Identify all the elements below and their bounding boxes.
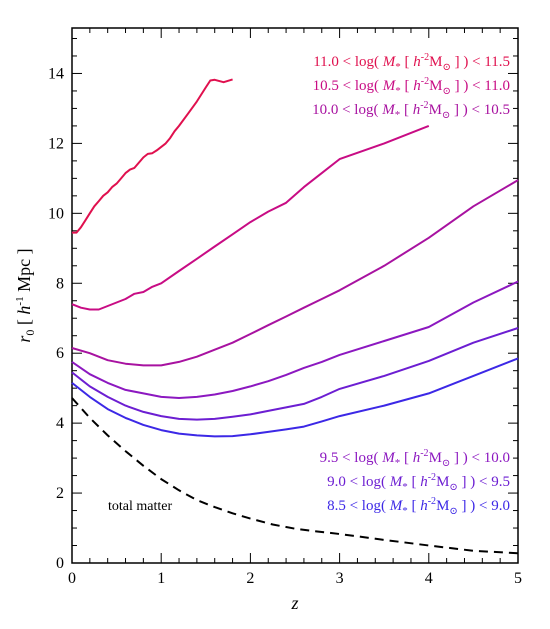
legend-upper-entry: 11.0 < log( M* [ h-2M⊙ ] ) < 11.5 — [313, 52, 510, 73]
total-matter-line — [71, 397, 519, 555]
x-tick-label: 1 — [157, 570, 165, 587]
legend-lower-entry: 9.5 < log( M* [ h-2M⊙ ] ) < 10.0 — [320, 448, 510, 469]
x-tick-label: 3 — [336, 570, 344, 587]
y-tick-label: 12 — [48, 135, 64, 152]
series-layer — [71, 78, 519, 555]
y-label-unit-rest: Mpc ] — [14, 248, 34, 296]
total-matter-annotation: total matter — [108, 499, 172, 514]
y-tick-label: 2 — [56, 485, 64, 502]
x-axis-label: z — [290, 593, 298, 613]
y-label-main: r — [14, 335, 34, 343]
legend-lower-entry: 9.0 < log( M* [ h-2M⊙ ] ) < 9.5 — [327, 472, 510, 493]
series-line-2 — [71, 179, 519, 367]
legend-lower-entry: 8.5 < log( M* [ h-2M⊙ ] ) < 9.0 — [327, 496, 510, 517]
legend-upper-entry: 10.0 < log( M* [ h-2M⊙ ] ) < 10.5 — [312, 100, 510, 121]
x-tick-label: 5 — [514, 570, 522, 587]
legend-upper: 11.0 < log( M* [ h-2M⊙ ] ) < 11.5 10.5 < … — [312, 52, 510, 121]
y-label-unit-open: [ — [14, 315, 34, 330]
series-line-5 — [71, 357, 519, 438]
legend-upper-entry: 10.5 < log( M* [ h-2M⊙ ] ) < 11.0 — [313, 76, 510, 97]
y-label-unit-h: h — [14, 306, 34, 315]
series-line-1 — [71, 124, 430, 311]
x-tick-label: 2 — [246, 570, 254, 587]
y-tick-label: 8 — [56, 275, 64, 292]
y-tick-label: 0 — [56, 555, 64, 572]
x-tick-label: 0 — [68, 570, 76, 587]
y-label-sub: 0 — [23, 330, 37, 336]
y-tick-label: 14 — [48, 65, 64, 82]
series-line-4 — [71, 327, 519, 421]
x-tick-label: 4 — [425, 570, 433, 587]
plot-frame — [71, 27, 519, 564]
legend-lower: 9.5 < log( M* [ h-2M⊙ ] ) < 10.0 9.0 < lo… — [320, 448, 510, 517]
y-tick-label: 6 — [56, 345, 64, 362]
y-tick-label: 4 — [56, 415, 64, 432]
series-line-3 — [71, 280, 519, 399]
y-label-unit-exp: -1 — [14, 296, 26, 305]
y-axis-label: r0 [ h-1 Mpc ] — [14, 248, 37, 342]
axis-ticks — [71, 28, 519, 564]
series-line-0 — [72, 78, 233, 234]
y-tick-label: 10 — [48, 205, 64, 222]
